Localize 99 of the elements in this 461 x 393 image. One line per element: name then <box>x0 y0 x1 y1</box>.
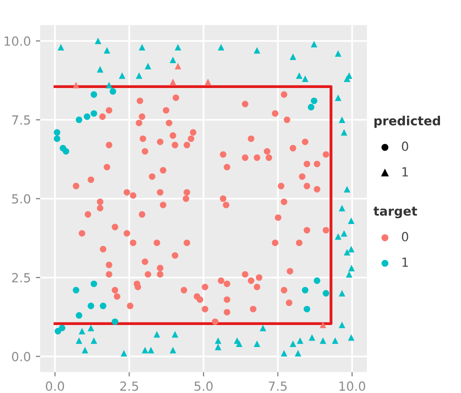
point <box>82 346 88 354</box>
legend-label: 1 <box>402 258 408 267</box>
point <box>334 233 342 240</box>
text: 1 <box>402 167 408 176</box>
point <box>172 331 178 338</box>
y-tick-label: 5.0 <box>12 194 30 204</box>
point <box>348 264 355 272</box>
point <box>302 286 308 294</box>
point <box>348 246 354 252</box>
point <box>72 286 80 294</box>
legend-label: 0 <box>402 232 408 242</box>
point <box>334 94 342 101</box>
point <box>338 116 346 124</box>
point <box>76 337 82 344</box>
point <box>338 290 346 297</box>
point <box>214 337 222 344</box>
point <box>308 104 314 110</box>
point <box>62 148 70 155</box>
point <box>170 56 176 64</box>
point <box>174 44 182 50</box>
point <box>76 116 82 124</box>
point <box>90 91 98 98</box>
x-tick-label: 0.0 <box>46 381 64 391</box>
point <box>334 50 342 57</box>
point <box>170 346 176 354</box>
point <box>148 346 154 354</box>
point <box>110 88 116 95</box>
text: predicted <box>374 116 440 128</box>
point <box>348 334 354 341</box>
point <box>58 44 64 50</box>
point <box>332 337 338 344</box>
point <box>340 230 348 237</box>
point <box>78 328 86 334</box>
point <box>142 346 148 354</box>
point <box>58 324 66 332</box>
point <box>90 337 98 344</box>
point <box>118 72 126 79</box>
point <box>138 44 146 50</box>
point <box>320 322 326 328</box>
point <box>76 312 82 319</box>
point <box>106 82 112 88</box>
x-tick-label: 5.0 <box>194 381 213 391</box>
point <box>322 290 330 297</box>
point <box>304 306 310 312</box>
point <box>280 350 288 356</box>
point <box>218 44 224 50</box>
point <box>204 78 212 86</box>
point <box>96 66 104 73</box>
point <box>120 350 128 356</box>
point <box>90 280 98 288</box>
point <box>154 331 160 338</box>
legend-title: target <box>374 206 418 218</box>
point <box>54 129 60 136</box>
point <box>310 98 318 104</box>
point <box>88 302 94 310</box>
point <box>348 217 354 224</box>
point <box>72 82 80 88</box>
x-tick-label: 2.5 <box>120 381 138 391</box>
point <box>290 53 296 60</box>
point <box>294 350 302 356</box>
point <box>170 78 176 86</box>
point <box>340 129 348 136</box>
point <box>260 324 266 332</box>
point <box>94 38 102 44</box>
point <box>174 62 182 70</box>
point <box>338 322 346 328</box>
point <box>254 47 260 54</box>
y-tick-label: 2.5 <box>12 273 30 282</box>
point <box>296 337 304 344</box>
point <box>344 249 350 256</box>
point <box>296 72 302 79</box>
y-tick-label: 7.5 <box>12 115 30 125</box>
point <box>88 324 94 332</box>
point <box>136 72 142 79</box>
point <box>100 302 106 310</box>
point <box>254 340 260 348</box>
y-tick-label: 10.0 <box>4 36 30 46</box>
point <box>338 204 346 212</box>
point <box>236 340 242 348</box>
point <box>112 318 118 325</box>
point <box>104 47 110 54</box>
point <box>84 113 90 120</box>
point <box>310 40 318 48</box>
y-tick-label: 0.0 <box>12 352 30 362</box>
point <box>302 76 308 82</box>
point <box>144 62 152 70</box>
point <box>308 334 316 341</box>
point <box>344 76 350 82</box>
point <box>346 271 352 278</box>
x-tick-label: 7.5 <box>268 382 287 391</box>
point <box>344 186 350 192</box>
point <box>290 340 296 348</box>
text: 0 <box>402 142 408 151</box>
point <box>314 277 320 284</box>
point <box>320 337 326 344</box>
x-tick-label: 10.0 <box>340 381 366 391</box>
point <box>54 135 60 142</box>
point <box>214 344 222 350</box>
point <box>90 110 98 117</box>
